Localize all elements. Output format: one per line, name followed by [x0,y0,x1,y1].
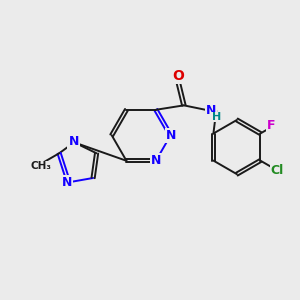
Text: N: N [206,104,216,117]
Text: F: F [267,119,275,132]
Text: N: N [151,154,162,167]
Text: CH₃: CH₃ [31,161,52,171]
Text: N: N [166,129,176,142]
Text: Cl: Cl [271,164,284,177]
Text: N: N [68,135,79,148]
Text: O: O [172,69,184,83]
Text: N: N [62,176,72,189]
Text: H: H [212,112,221,122]
